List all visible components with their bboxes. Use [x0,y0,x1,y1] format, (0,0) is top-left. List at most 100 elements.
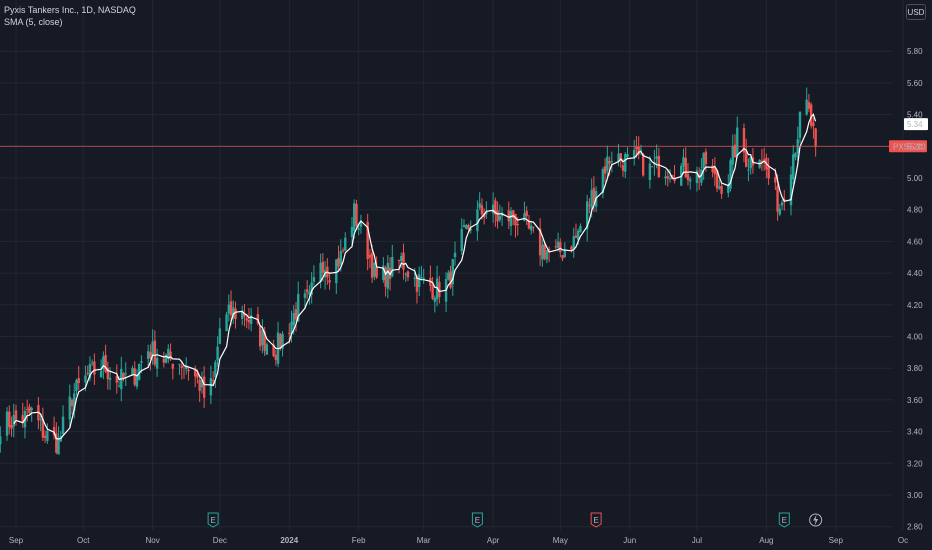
candle-body [39,419,42,421]
candle-body [538,228,542,256]
candle-body [288,332,291,334]
candle-body [476,209,479,232]
candle [447,269,450,281]
candle [809,102,813,129]
candle [180,360,183,380]
candle-body [241,310,244,319]
candle [366,213,369,271]
lightning-icon[interactable] [809,513,823,527]
candle-body [749,157,752,169]
sma-tag[interactable]: 5.34 [904,118,928,131]
candle-body [357,228,360,230]
candle-body [178,364,181,366]
x-tick-label: Oc [898,536,908,545]
candle-body [328,280,331,283]
candle [420,265,423,280]
candle-body [805,99,808,115]
candle-body [579,225,582,233]
candle [695,166,699,192]
y-tick-label: 4.20 [907,301,923,310]
y-tick-label: 2.80 [907,523,923,532]
candle-body [585,201,589,230]
candle [305,280,309,300]
y-axis[interactable]: 2.80 3.00 3.20 3.40 3.60 3.80 4.00 4.20 4.40 4.60… [907,47,923,532]
candle-body [559,242,562,253]
earnings-letter: E [210,516,215,525]
candle-body [527,220,531,229]
candle [397,259,401,274]
candle [402,243,405,280]
candle-body [626,153,629,158]
candle [718,179,721,191]
candle [258,324,262,351]
candle-body [28,406,31,414]
candle-body [164,354,168,363]
candle [391,244,394,278]
earnings-letter: E [782,516,787,525]
candle-body [131,368,134,376]
candle [465,224,468,230]
candle-body [619,153,622,161]
candle-body [149,352,152,359]
candle-body [572,236,575,250]
candle-body [30,407,33,411]
candle-body [494,200,497,215]
candle [435,265,439,307]
candle-body [227,304,230,314]
candle [373,261,376,281]
candle-body [137,363,141,380]
lightning-bolt [813,514,819,526]
candle-body [162,358,166,363]
candle-body [117,385,121,387]
currency-button[interactable]: USD [906,4,926,20]
candle [778,203,782,217]
candle [162,351,166,368]
sma-line [13,113,817,440]
candle-body [438,281,441,298]
candle-body [431,285,434,299]
earnings-icon[interactable]: E [207,512,219,528]
earnings-icon[interactable]: E [778,512,790,528]
candle-body [73,393,76,411]
candle-body [290,321,293,334]
candle [68,384,71,429]
earnings-letter: E [475,516,480,525]
candle-body [650,166,654,168]
candle [805,87,808,116]
candle-body [547,248,551,250]
candle-body [648,163,652,180]
candle-body [140,361,143,363]
candle-body [532,226,535,228]
candle-body [0,436,2,445]
candle [384,265,387,297]
candle-body [102,356,105,369]
candle-body [400,255,403,262]
price-tag[interactable]: PXS 5.20 [889,140,927,153]
candle-body [720,185,723,194]
symbol-title[interactable]: Pyxis Tankers Inc., 1D, NASDAQ [4,5,136,15]
x-axis[interactable]: Sep Oct Nov Dec 2024 Feb Mar Apr May Jun Jul Aug Sep… [9,536,908,545]
candle-body [491,204,495,214]
candle [543,241,546,261]
candle-body [617,153,620,162]
indicator-title[interactable]: SMA (5, close) [4,17,63,27]
candle [10,416,13,437]
candle-body [249,315,253,325]
candle-body [639,149,643,151]
candle [480,198,484,220]
candle [633,139,636,166]
candle-body [592,188,596,204]
y-tick-label: 4.60 [907,237,923,246]
candle-body [512,210,515,218]
candle [529,220,533,235]
candle [297,281,300,322]
earnings-icon[interactable]: E [471,512,483,528]
candle-body [711,165,714,173]
candle [682,148,685,175]
candle-body [386,262,390,289]
candle [556,232,560,252]
candle-body [695,170,699,184]
candle [21,402,24,428]
earnings-icon[interactable]: E [590,512,602,528]
